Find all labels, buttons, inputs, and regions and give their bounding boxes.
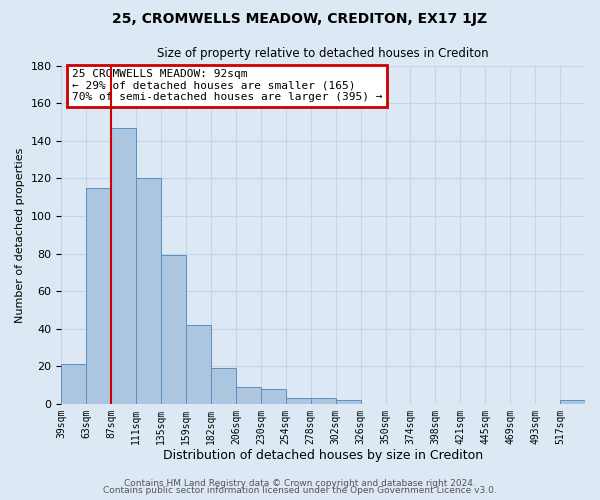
X-axis label: Distribution of detached houses by size in Crediton: Distribution of detached houses by size … xyxy=(163,450,483,462)
Bar xyxy=(335,400,361,404)
Text: Contains HM Land Registry data © Crown copyright and database right 2024.: Contains HM Land Registry data © Crown c… xyxy=(124,478,476,488)
Text: 25 CROMWELLS MEADOW: 92sqm
← 29% of detached houses are smaller (165)
70% of sem: 25 CROMWELLS MEADOW: 92sqm ← 29% of deta… xyxy=(72,69,382,102)
Bar xyxy=(161,256,186,404)
Bar xyxy=(261,389,286,404)
Title: Size of property relative to detached houses in Crediton: Size of property relative to detached ho… xyxy=(157,48,489,60)
Bar xyxy=(211,368,236,404)
Text: 25, CROMWELLS MEADOW, CREDITON, EX17 1JZ: 25, CROMWELLS MEADOW, CREDITON, EX17 1JZ xyxy=(112,12,488,26)
Bar xyxy=(286,398,311,404)
Y-axis label: Number of detached properties: Number of detached properties xyxy=(15,147,25,322)
Bar xyxy=(186,325,211,404)
Text: Contains public sector information licensed under the Open Government Licence v3: Contains public sector information licen… xyxy=(103,486,497,495)
Bar xyxy=(236,387,261,404)
Bar xyxy=(111,128,136,404)
Bar xyxy=(86,188,111,404)
Bar xyxy=(61,364,86,404)
Bar xyxy=(560,400,585,404)
Bar xyxy=(136,178,161,404)
Bar xyxy=(311,398,335,404)
